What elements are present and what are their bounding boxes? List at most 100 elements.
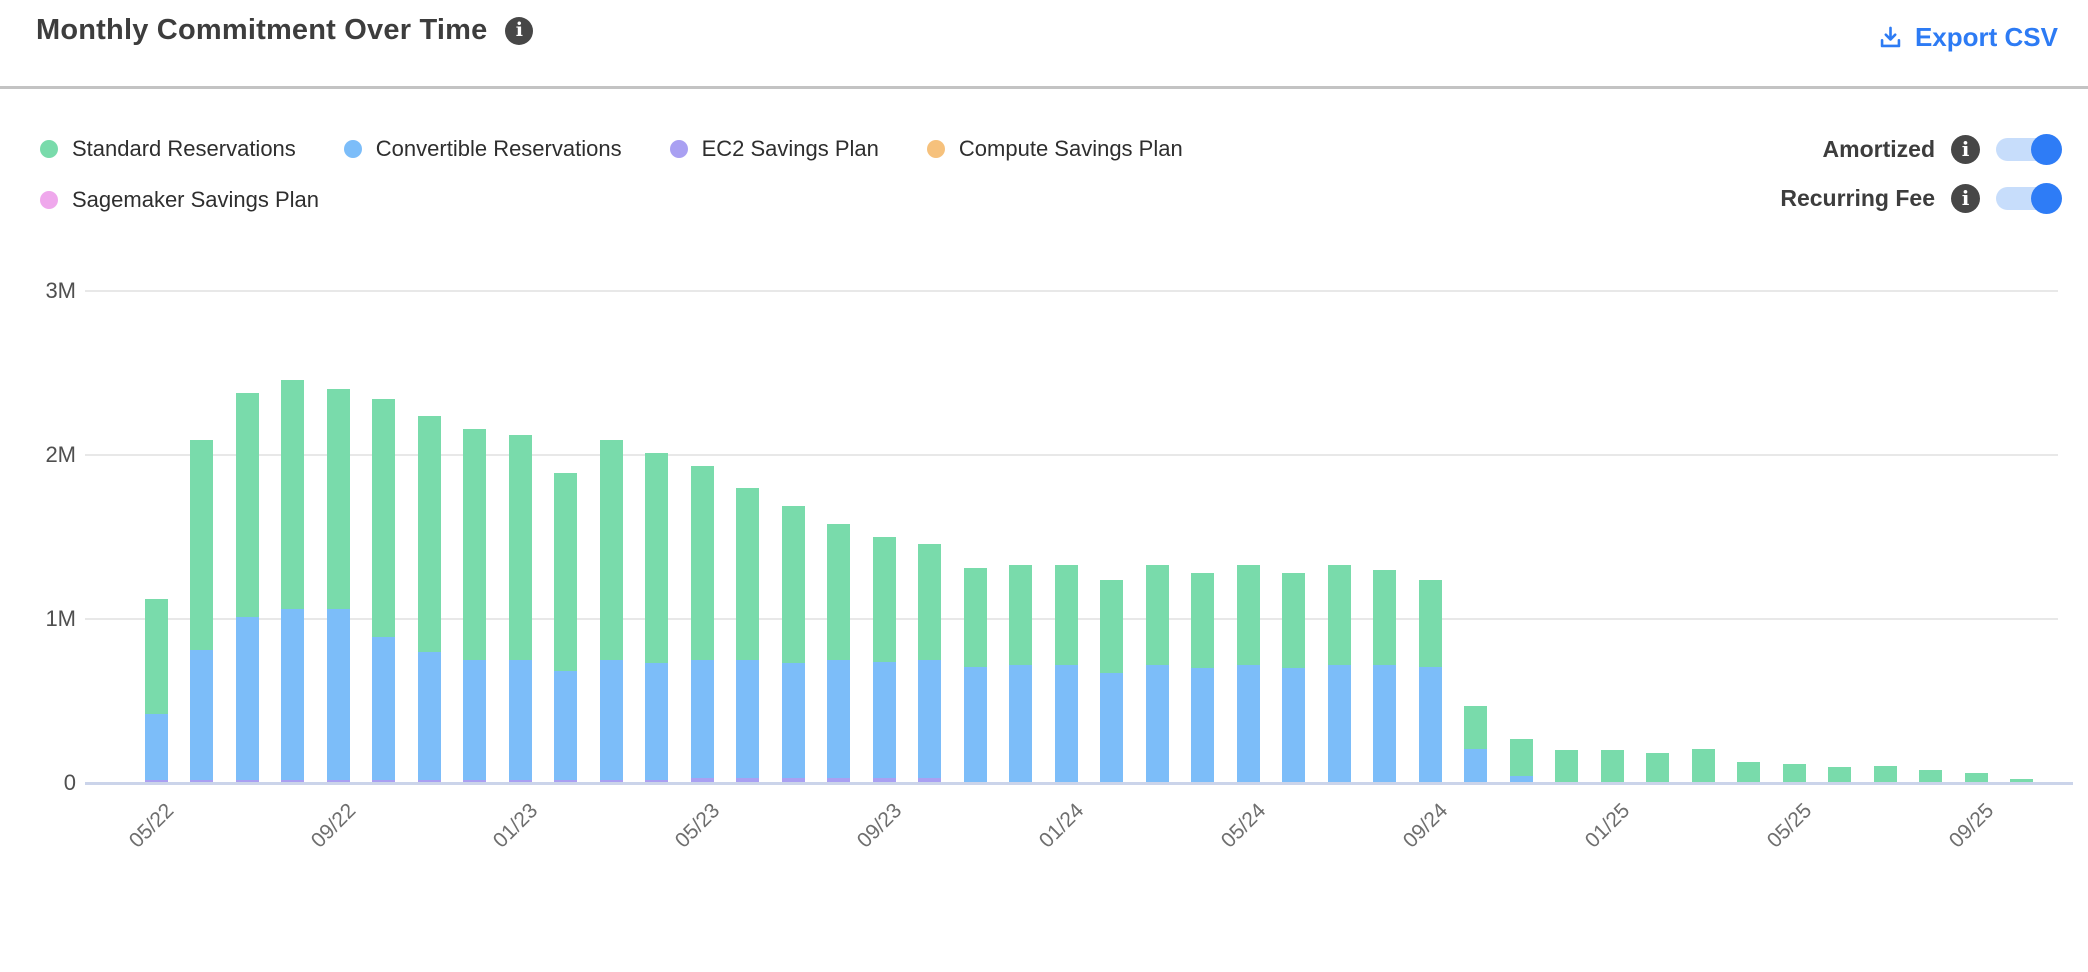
bar-segment-convertible-reservations-02/24[interactable] [1100,673,1123,783]
bar-segment-ec2-savings-plan-07/23[interactable] [781,778,805,782]
bar-segment-ec2-savings-plan-09/22[interactable] [326,779,350,783]
bar-segment-sagemaker-savings-plan-07/23[interactable] [781,781,805,783]
bar-segment-standard-reservations-06/23[interactable] [736,487,759,660]
bar-segment-ec2-savings-plan-04/23[interactable] [645,779,668,783]
bar-segment-convertible-reservations-01/24[interactable] [1054,664,1078,783]
bar-segment-standard-reservations-05/25[interactable] [1782,764,1806,783]
bar-segment-ec2-savings-plan-08/23[interactable] [827,778,850,782]
bar-segment-standard-reservations-12/22[interactable] [463,428,486,660]
recurring-fee-info-icon[interactable]: i [1951,183,1980,213]
bar-segment-convertible-reservations-08/22[interactable] [281,609,304,780]
bar-segment-standard-reservations-12/24[interactable] [1555,750,1578,783]
bar-segment-convertible-reservations-04/23[interactable] [645,663,668,780]
bar-segment-convertible-reservations-01/23[interactable] [508,660,532,780]
bar-segment-convertible-reservations-10/23[interactable] [918,660,941,779]
bar-segment-convertible-reservations-08/23[interactable] [827,660,850,779]
bar-segment-sagemaker-savings-plan-05/23[interactable] [690,781,714,783]
bar-segment-convertible-reservations-05/24[interactable] [1236,664,1260,783]
bar-segment-convertible-reservations-09/24[interactable] [1418,666,1442,783]
bar-segment-standard-reservations-12/23[interactable] [1009,564,1032,665]
bar-segment-standard-reservations-08/24[interactable] [1373,569,1396,665]
recurring-fee-toggle-switch[interactable] [1996,182,2062,214]
bar-segment-convertible-reservations-11/23[interactable] [963,666,987,783]
bar-segment-standard-reservations-02/23[interactable] [554,473,577,672]
legend-item-compute-savings-plan[interactable]: Compute Savings Plan [926,132,1183,166]
bar-segment-standard-reservations-08/25[interactable] [1919,769,1942,783]
bar-segment-sagemaker-savings-plan-06/23[interactable] [736,781,759,783]
amortized-toggle-switch[interactable] [1996,133,2062,165]
title-info-icon[interactable]: i [505,16,534,45]
bar-segment-ec2-savings-plan-07/22[interactable] [235,779,259,783]
bar-segment-ec2-savings-plan-10/22[interactable] [372,779,395,783]
bar-segment-convertible-reservations-07/23[interactable] [781,663,805,779]
bar-segment-standard-reservations-11/24[interactable] [1509,738,1533,777]
bar-segment-ec2-savings-plan-01/23[interactable] [508,779,532,783]
bar-segment-standard-reservations-07/24[interactable] [1327,564,1351,665]
bar-segment-sagemaker-savings-plan-10/23[interactable] [918,781,941,783]
bar-segment-standard-reservations-04/25[interactable] [1737,761,1760,783]
bar-segment-standard-reservations-07/25[interactable] [1873,765,1897,783]
bar-segment-convertible-reservations-03/24[interactable] [1145,664,1169,783]
bar-segment-ec2-savings-plan-06/22[interactable] [190,779,213,783]
bar-segment-convertible-reservations-11/24[interactable] [1509,776,1533,783]
bar-segment-standard-reservations-06/22[interactable] [190,440,213,651]
bar-segment-standard-reservations-10/24[interactable] [1464,705,1487,749]
bar-segment-sagemaker-savings-plan-08/23[interactable] [827,781,850,783]
export-csv-button[interactable]: Export CSV [1877,22,2058,53]
bar-segment-ec2-savings-plan-05/22[interactable] [144,779,168,783]
bar-segment-standard-reservations-01/25[interactable] [1600,750,1624,783]
bar-segment-ec2-savings-plan-08/22[interactable] [281,779,304,783]
bar-segment-standard-reservations-11/23[interactable] [963,568,987,667]
bar-segment-convertible-reservations-08/24[interactable] [1373,664,1396,783]
bar-segment-ec2-savings-plan-03/23[interactable] [599,779,623,783]
bar-segment-standard-reservations-09/25[interactable] [1964,773,1988,783]
bar-segment-standard-reservations-09/24[interactable] [1418,579,1442,667]
bar-segment-standard-reservations-09/23[interactable] [872,537,896,662]
bar-segment-convertible-reservations-09/23[interactable] [872,661,896,779]
bar-segment-ec2-savings-plan-06/23[interactable] [736,778,759,782]
bar-segment-standard-reservations-02/25[interactable] [1646,753,1669,783]
bar-segment-ec2-savings-plan-12/22[interactable] [463,779,486,783]
bar-segment-standard-reservations-10/22[interactable] [372,399,395,638]
bar-segment-convertible-reservations-06/22[interactable] [190,650,213,780]
bar-segment-standard-reservations-04/24[interactable] [1191,573,1214,669]
bar-segment-standard-reservations-03/23[interactable] [599,440,623,660]
bar-segment-standard-reservations-03/25[interactable] [1691,748,1715,783]
bar-segment-convertible-reservations-10/22[interactable] [372,637,395,780]
bar-segment-standard-reservations-01/24[interactable] [1054,564,1078,665]
bar-segment-standard-reservations-11/22[interactable] [417,415,441,652]
amortized-info-icon[interactable]: i [1951,134,1980,164]
bar-segment-standard-reservations-08/23[interactable] [827,523,850,660]
bar-segment-convertible-reservations-11/22[interactable] [417,651,441,780]
bar-segment-standard-reservations-01/23[interactable] [508,435,532,660]
bar-segment-standard-reservations-06/24[interactable] [1282,573,1305,669]
bar-segment-ec2-savings-plan-02/23[interactable] [554,779,577,783]
bar-segment-standard-reservations-02/24[interactable] [1100,579,1123,674]
bar-segment-standard-reservations-09/22[interactable] [326,389,350,610]
bar-segment-sagemaker-savings-plan-09/23[interactable] [872,781,896,783]
bar-segment-convertible-reservations-02/23[interactable] [554,671,577,780]
bar-segment-convertible-reservations-07/24[interactable] [1327,664,1351,783]
bar-segment-ec2-savings-plan-09/23[interactable] [872,778,896,782]
bar-segment-standard-reservations-08/22[interactable] [281,379,304,610]
legend-item-standard-reservations[interactable]: Standard Reservations [40,132,296,166]
bar-segment-convertible-reservations-10/24[interactable] [1464,748,1487,783]
legend-item-convertible-reservations[interactable]: Convertible Reservations [343,132,622,166]
bar-segment-standard-reservations-05/23[interactable] [690,466,714,660]
bar-segment-standard-reservations-10/25[interactable] [2010,778,2033,783]
bar-segment-standard-reservations-04/23[interactable] [645,453,668,664]
bar-segment-convertible-reservations-07/22[interactable] [235,617,259,780]
bar-segment-ec2-savings-plan-05/23[interactable] [690,778,714,782]
bar-segment-standard-reservations-05/24[interactable] [1236,564,1260,665]
bar-segment-standard-reservations-05/22[interactable] [144,599,168,715]
legend-item-sagemaker-savings-plan[interactable]: Sagemaker Savings Plan [40,183,319,217]
bar-segment-standard-reservations-10/23[interactable] [918,543,941,660]
bar-segment-convertible-reservations-05/22[interactable] [144,714,168,780]
bar-segment-convertible-reservations-12/23[interactable] [1009,664,1032,783]
bar-segment-convertible-reservations-09/22[interactable] [326,609,350,780]
bar-segment-convertible-reservations-06/23[interactable] [736,660,759,779]
legend-item-ec2-savings-plan[interactable]: EC2 Savings Plan [669,132,879,166]
bar-segment-standard-reservations-03/24[interactable] [1145,564,1169,665]
bar-segment-convertible-reservations-12/22[interactable] [463,660,486,780]
bar-segment-ec2-savings-plan-11/22[interactable] [417,779,441,783]
